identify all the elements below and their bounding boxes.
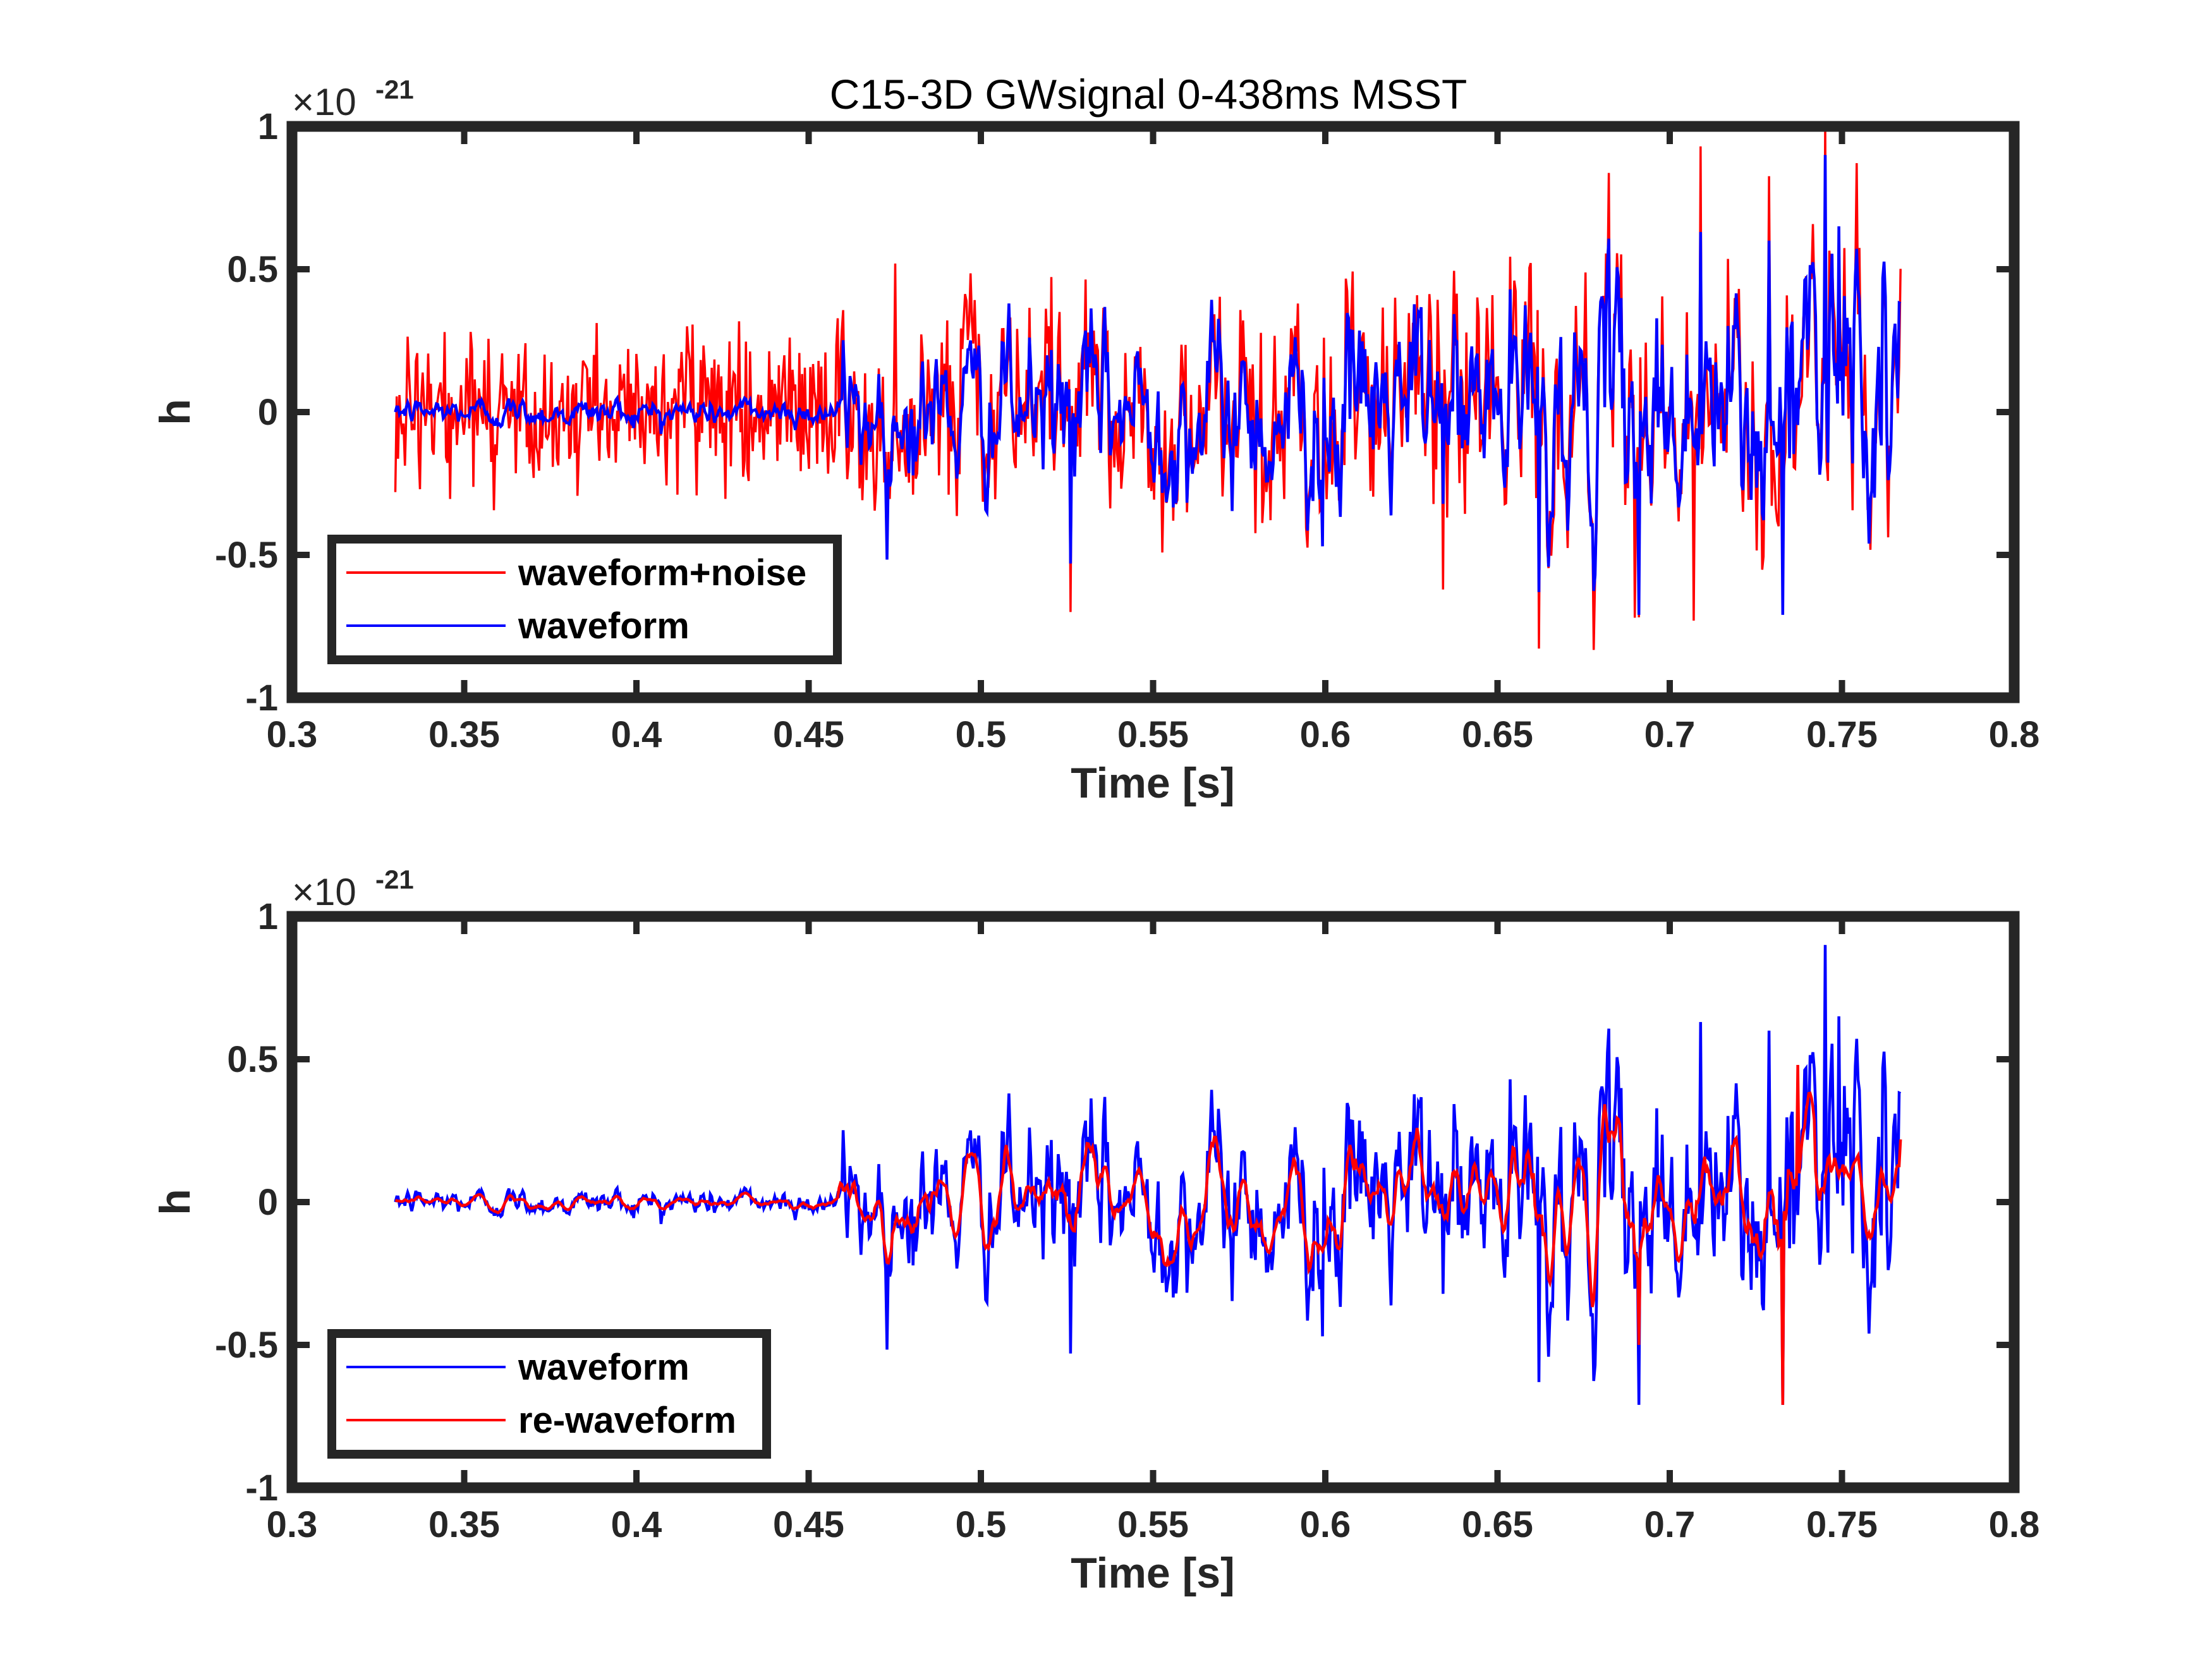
x-tick-label: 0.5 [956, 714, 1007, 755]
top-legend: waveform+noise waveform [327, 535, 842, 664]
y-tick-label: -0.5 [215, 1325, 278, 1366]
top-y-tick-labels: -1 -0.5 0 0.5 1 [215, 106, 278, 719]
top-legend-box [327, 535, 842, 664]
legend-label-waveform: waveform [518, 1347, 690, 1388]
x-tick-label: 0.55 [1117, 1504, 1189, 1545]
y-exponent-bottom: ×10 -21 [292, 865, 414, 913]
x-tick-label: 0.55 [1117, 714, 1189, 755]
bottom-x-tick-labels: 0.3 0.35 0.4 0.45 0.5 0.55 0.6 0.65 0.7 0.75 0.8 [267, 1504, 2040, 1545]
series-line-waveform [394, 155, 1902, 615]
x-tick-label: 0.3 [267, 1504, 318, 1545]
legend-label-waveform-noise: waveform+noise [518, 552, 806, 593]
top-plot-area: 0.3 0.35 0.4 0.45 0.5 0.55 0.6 0.65 0.7 0.75 0.8 -… [215, 106, 2039, 755]
y-tick-label: 0.5 [227, 249, 278, 290]
y-tick-label: 0 [258, 1182, 278, 1223]
legend-label-waveform: waveform [518, 605, 690, 647]
x-tick-label: 0.6 [1300, 1504, 1351, 1545]
bottom-plot-area: 0.3 0.35 0.4 0.45 0.5 0.55 0.6 0.65 0.7 0.75 0.8 -… [215, 896, 2039, 1545]
y-tick-label: -0.5 [215, 535, 278, 576]
chart-title: C15-3D GWsignal 0-438ms MSST [830, 71, 1468, 118]
legend-label-re-waveform: re-waveform [518, 1400, 736, 1441]
top-y-axis-label: h [151, 399, 199, 425]
x-tick-label: 0.65 [1462, 714, 1533, 755]
top-axes-box [286, 121, 2020, 703]
x-tick-label: 0.7 [1644, 1504, 1696, 1545]
exponent-power: -21 [375, 75, 414, 104]
x-tick-label: 0.4 [611, 1504, 662, 1545]
x-tick-label: 0.45 [773, 1504, 844, 1545]
series-line-re-waveform [394, 1064, 1902, 1405]
x-tick-label: 0.7 [1644, 714, 1696, 755]
top-x-tick-labels: 0.3 0.35 0.4 0.45 0.5 0.55 0.6 0.65 0.7 0.75 0.8 [267, 714, 2040, 755]
top-x-axis-label: Time [s] [1071, 759, 1234, 807]
bottom-plot-panel: ×10 -21 0.3 0.35 0.4 0.45 0.5 0.55 0.6 0.65 0.7 0… [151, 865, 2039, 1597]
y-tick-label: -1 [245, 1468, 278, 1509]
y-tick-label: 1 [258, 896, 278, 937]
bottom-x-axis-label: Time [s] [1071, 1549, 1234, 1597]
x-tick-label: 0.5 [956, 1504, 1007, 1545]
x-tick-label: 0.45 [773, 714, 844, 755]
x-tick-label: 0.8 [1989, 1504, 2040, 1545]
x-tick-label: 0.75 [1806, 1504, 1878, 1545]
exponent-power: -21 [375, 865, 414, 894]
x-tick-label: 0.6 [1300, 714, 1351, 755]
y-tick-label: 1 [258, 106, 278, 147]
y-exponent-top: ×10 -21 [292, 75, 414, 123]
x-tick-label: 0.3 [267, 714, 318, 755]
x-tick-label: 0.4 [611, 714, 662, 755]
y-tick-label: 0 [258, 392, 278, 433]
bottom-legend-box [327, 1329, 771, 1459]
x-tick-label: 0.35 [428, 1504, 500, 1545]
top-plot-panel: C15-3D GWsignal 0-438ms MSST ×10 -21 0.3… [151, 71, 2039, 807]
bottom-axes-box [286, 911, 2020, 1493]
exponent-base: ×10 [292, 81, 356, 123]
x-tick-label: 0.35 [428, 714, 500, 755]
bottom-series-lines [394, 945, 1902, 1405]
x-tick-label: 0.75 [1806, 714, 1878, 755]
x-tick-label: 0.65 [1462, 1504, 1533, 1545]
x-tick-label: 0.8 [1989, 714, 2040, 755]
y-tick-label: -1 [245, 678, 278, 719]
exponent-base: ×10 [292, 871, 356, 913]
bottom-y-tick-labels: -1 -0.5 0 0.5 1 [215, 896, 278, 1509]
bottom-y-axis-label: h [151, 1189, 199, 1215]
y-tick-label: 0.5 [227, 1039, 278, 1080]
bottom-legend: waveform re-waveform [327, 1329, 771, 1459]
top-series-lines [394, 126, 1902, 650]
